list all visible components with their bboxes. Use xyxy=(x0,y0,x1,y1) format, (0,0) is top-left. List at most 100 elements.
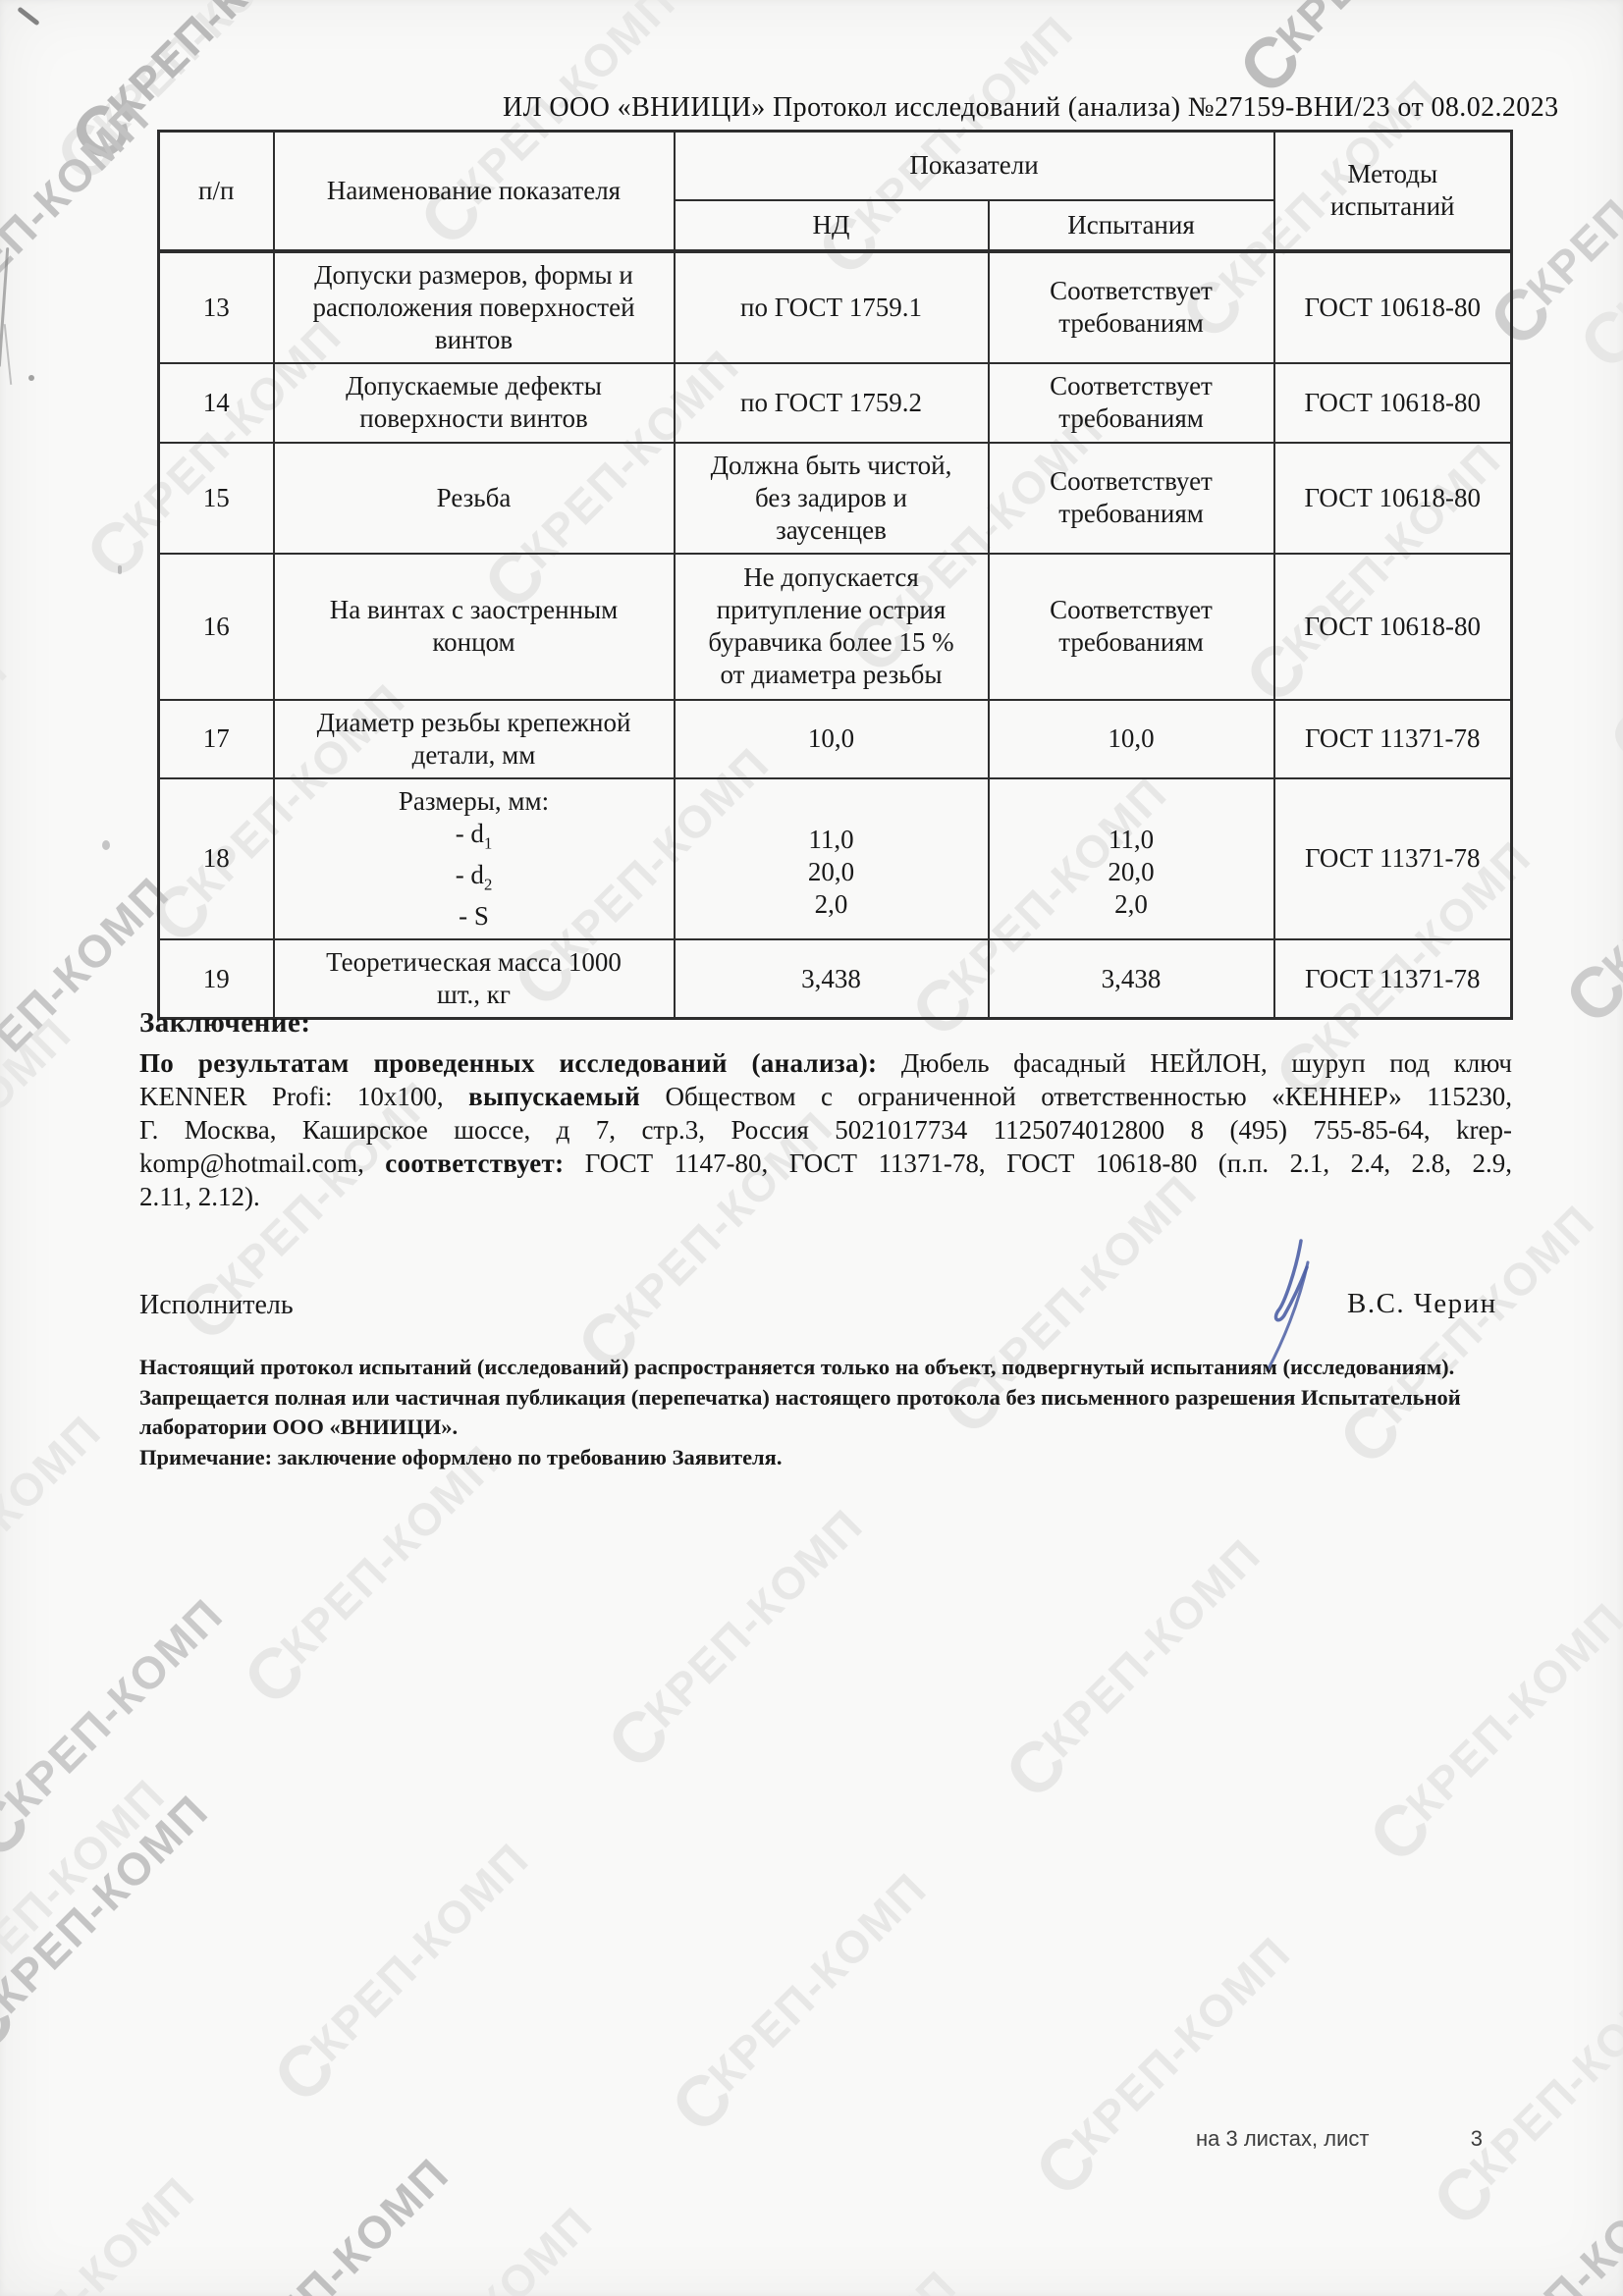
document-title: ИЛ ООО «ВНИИЦИ» Протокол исследований (а… xyxy=(503,92,1559,123)
cell-test-value: 10,0 xyxy=(987,698,1275,779)
watermark-text: КРЕП-КОМП xyxy=(220,2148,460,2296)
cell-method-value: ГОСТ 10618-80 xyxy=(1272,361,1513,444)
cell-indicator-name: Допускаемые дефекты поверхности винтов xyxy=(272,361,676,444)
table-row: 17 Диаметр резьбы крепежной детали, мм 10,… xyxy=(157,698,1513,779)
executor-label: Исполнитель xyxy=(139,1290,294,1320)
watermark-krep-komp: СКРЕП-КОМП xyxy=(1087,2285,1374,2296)
krep-komp-logo-icon: С xyxy=(40,108,131,197)
table-row: 15 Резьба Должна быть чистой, без задиров … xyxy=(157,441,1513,555)
cell-nd-value: 11,0 20,0 2,0 xyxy=(673,776,990,941)
table-row: 13 Допуски размеров, формы и расположения… xyxy=(157,249,1513,364)
watermark-edge-fragment: СКРЕП-КОМП xyxy=(1224,0,1611,110)
watermark-edge-fragment: СКРЕП-КОМП xyxy=(0,1683,325,2070)
page-number: 3 xyxy=(1470,2126,1483,2151)
watermark-krep-komp: СКРЕП-КОМП xyxy=(1550,750,1623,1040)
watermark-text: КРЕП-КОМП xyxy=(1395,1591,1623,1831)
watermark-krep-komp: СКРЕП-КОМП xyxy=(229,1430,517,1720)
cell-method-value: ГОСТ 10618-80 xyxy=(1272,441,1513,555)
cell-test-value: 11,0 20,0 2,0 xyxy=(987,776,1275,941)
note-line: Запрещается полная или частичная публика… xyxy=(139,1384,1461,1410)
watermark-text: КРЕП-КОМП xyxy=(1592,754,1623,992)
watermark-edge-fragment: СКРЕП-КОМП xyxy=(1550,653,1623,1040)
watermark-krep-komp: СКРЕП-КОМП xyxy=(182,2144,468,2296)
cell-row-number: 15 xyxy=(157,441,275,555)
cell-row-number: 14 xyxy=(157,361,275,444)
conclusion-line: 2.11, 2.12). xyxy=(139,1182,260,1211)
krep-komp-logo-icon: С xyxy=(228,1630,318,1721)
table-row: 14 Допускаемые дефекты поверхности винтов… xyxy=(157,361,1513,444)
cell-nd-value: 10,0 xyxy=(673,698,990,779)
cell-row-number: 13 xyxy=(157,249,275,364)
krep-komp-logo-icon: С xyxy=(0,1981,27,2070)
cell-row-number: 17 xyxy=(157,698,275,779)
cell-test-value: Соответствует требованиям xyxy=(987,441,1275,555)
cell-row-number: 16 xyxy=(157,552,275,701)
cell-row-number: 19 xyxy=(157,938,275,1020)
table-row: 19 Теоретическая масса 1000 шт., кг 3,438 3… xyxy=(157,938,1513,1020)
watermark-krep-komp: СКРЕП-КОМП xyxy=(1429,2149,1623,2296)
cell-indicator-name: Диаметр резьбы крепежной детали, мм xyxy=(272,698,676,779)
watermark-krep-komp: СКРЕП-КОМП xyxy=(258,1828,548,2118)
krep-komp-logo-icon: С xyxy=(258,2028,348,2118)
watermark-krep-komp: СКРЕП-КОМП xyxy=(1564,94,1623,385)
watermark-krep-komp: СКРЕП-КОМП xyxy=(0,1781,228,2070)
watermark-krep-komp: СКРЕП-КОМП xyxy=(1019,1922,1310,2212)
watermark-krep-komp: СКРЕП-КОМП xyxy=(592,1494,882,1784)
page-footer: на 3 листах, лист 3 xyxy=(1196,2126,1483,2152)
krep-komp-logo-icon: С xyxy=(1564,294,1623,385)
watermark-edge-fragment: СКРЕП-КОМП xyxy=(182,2047,566,2296)
protocol-notes: Настоящий протокол испытаний (исследован… xyxy=(139,1353,1516,1472)
conclusion-paragraph: По результатам проведенных исследований … xyxy=(139,1046,1512,1213)
watermark-krep-komp: СКРЕП-КОМП xyxy=(0,2162,214,2296)
results-table: п/п Наименование показателя Показатели М… xyxy=(157,130,1514,1021)
watermark-text: КРЕП-КОМП xyxy=(0,1768,175,2007)
watermark-edge-fragment: СКРЕП-КОМП xyxy=(0,1487,340,1874)
table-row: 16 На винтах с заостренным концом Не допус… xyxy=(157,552,1513,701)
header-tests: Испытания xyxy=(987,198,1275,253)
watermark-krep-komp: СКРЕП-КОМП xyxy=(1224,0,1514,110)
watermark-text: КРЕП-КОМП xyxy=(1125,2290,1364,2296)
krep-komp-logo-icon: С xyxy=(1594,693,1623,782)
watermark-edge-fragment: СКРЕП-КОМП xyxy=(1429,2052,1623,2296)
cell-indicator-name: На винтах с заостренным концом xyxy=(272,552,676,701)
cell-test-value: Соответствует требованиям xyxy=(987,552,1275,701)
krep-komp-logo-icon: С xyxy=(1019,2122,1109,2212)
cell-method-value: ГОСТ 11371-78 xyxy=(1272,776,1513,941)
krep-komp-logo-icon: С xyxy=(592,1694,681,1785)
conclusion-line: komp@hotmail.com, соответствует: ГОСТ 11… xyxy=(139,1148,1512,1178)
cell-indicator-name: Размеры, мм: - d1- d2- S xyxy=(272,776,676,941)
krep-komp-logo-icon: С xyxy=(56,89,145,179)
cell-nd-value: 3,438 xyxy=(673,938,990,1020)
scan-scratch xyxy=(17,6,40,27)
signature-stroke xyxy=(1266,1239,1310,1372)
handwritten-signature xyxy=(1255,1213,1343,1390)
watermark-krep-komp: СКРЕП-КОМП xyxy=(325,2192,612,2296)
watermark-krep-komp: СКРЕП-КОМП xyxy=(0,1584,243,1874)
watermark-text: КРЕП-КОМП xyxy=(697,1861,937,2101)
table-row: 18 Размеры, мм: - d1- d2- S 11,0 20,0 2,0 11… xyxy=(157,776,1513,941)
watermark-krep-komp: СКРЕП-КОМП xyxy=(1594,493,1623,782)
conclusion-heading: Заключение: xyxy=(139,1007,311,1039)
watermark-text: КРЕП-КОМП xyxy=(1031,1527,1271,1767)
cell-method-value: ГОСТ 10618-80 xyxy=(1272,249,1513,364)
cell-test-value: Соответствует требованиям xyxy=(987,249,1275,364)
note-line: Настоящий протокол испытаний (исследован… xyxy=(139,1355,1455,1379)
krep-komp-logo-icon: С xyxy=(990,1724,1079,1814)
krep-komp-logo-icon: С xyxy=(1550,950,1623,1040)
watermark-text: КРЕП-КОМП xyxy=(1459,1955,1623,2194)
scan-speck xyxy=(102,840,110,850)
conclusion-line: KENNER Profi: 10x100, выпускаемый Общест… xyxy=(139,1082,1512,1111)
watermark-text: КРЕП-КОМП xyxy=(97,0,337,132)
cell-indicator-name: Теоретическая масса 1000 шт., кг xyxy=(272,938,676,1020)
watermark-text: КРЕП-КОМП xyxy=(0,2165,204,2296)
watermark-text: КРЕП-КОМП xyxy=(0,91,160,330)
cell-indicator-name: Допуски размеров, формы и расположения п… xyxy=(272,249,676,364)
conclusion-line: По результатам проведенных исследований … xyxy=(139,1048,1512,1078)
watermark-text: КРЕП-КОМП xyxy=(0,643,18,881)
watermark-text: КРЕП-КОМП xyxy=(0,1006,81,1246)
krep-komp-logo-icon: С xyxy=(0,1785,42,1874)
watermark-text: КРЕП-КОМП xyxy=(633,1498,873,1736)
header-test-methods: Методы испытаний xyxy=(1272,130,1513,253)
watermark-text: КРЕП-КОМП xyxy=(82,0,321,150)
scan-speck xyxy=(118,565,122,574)
